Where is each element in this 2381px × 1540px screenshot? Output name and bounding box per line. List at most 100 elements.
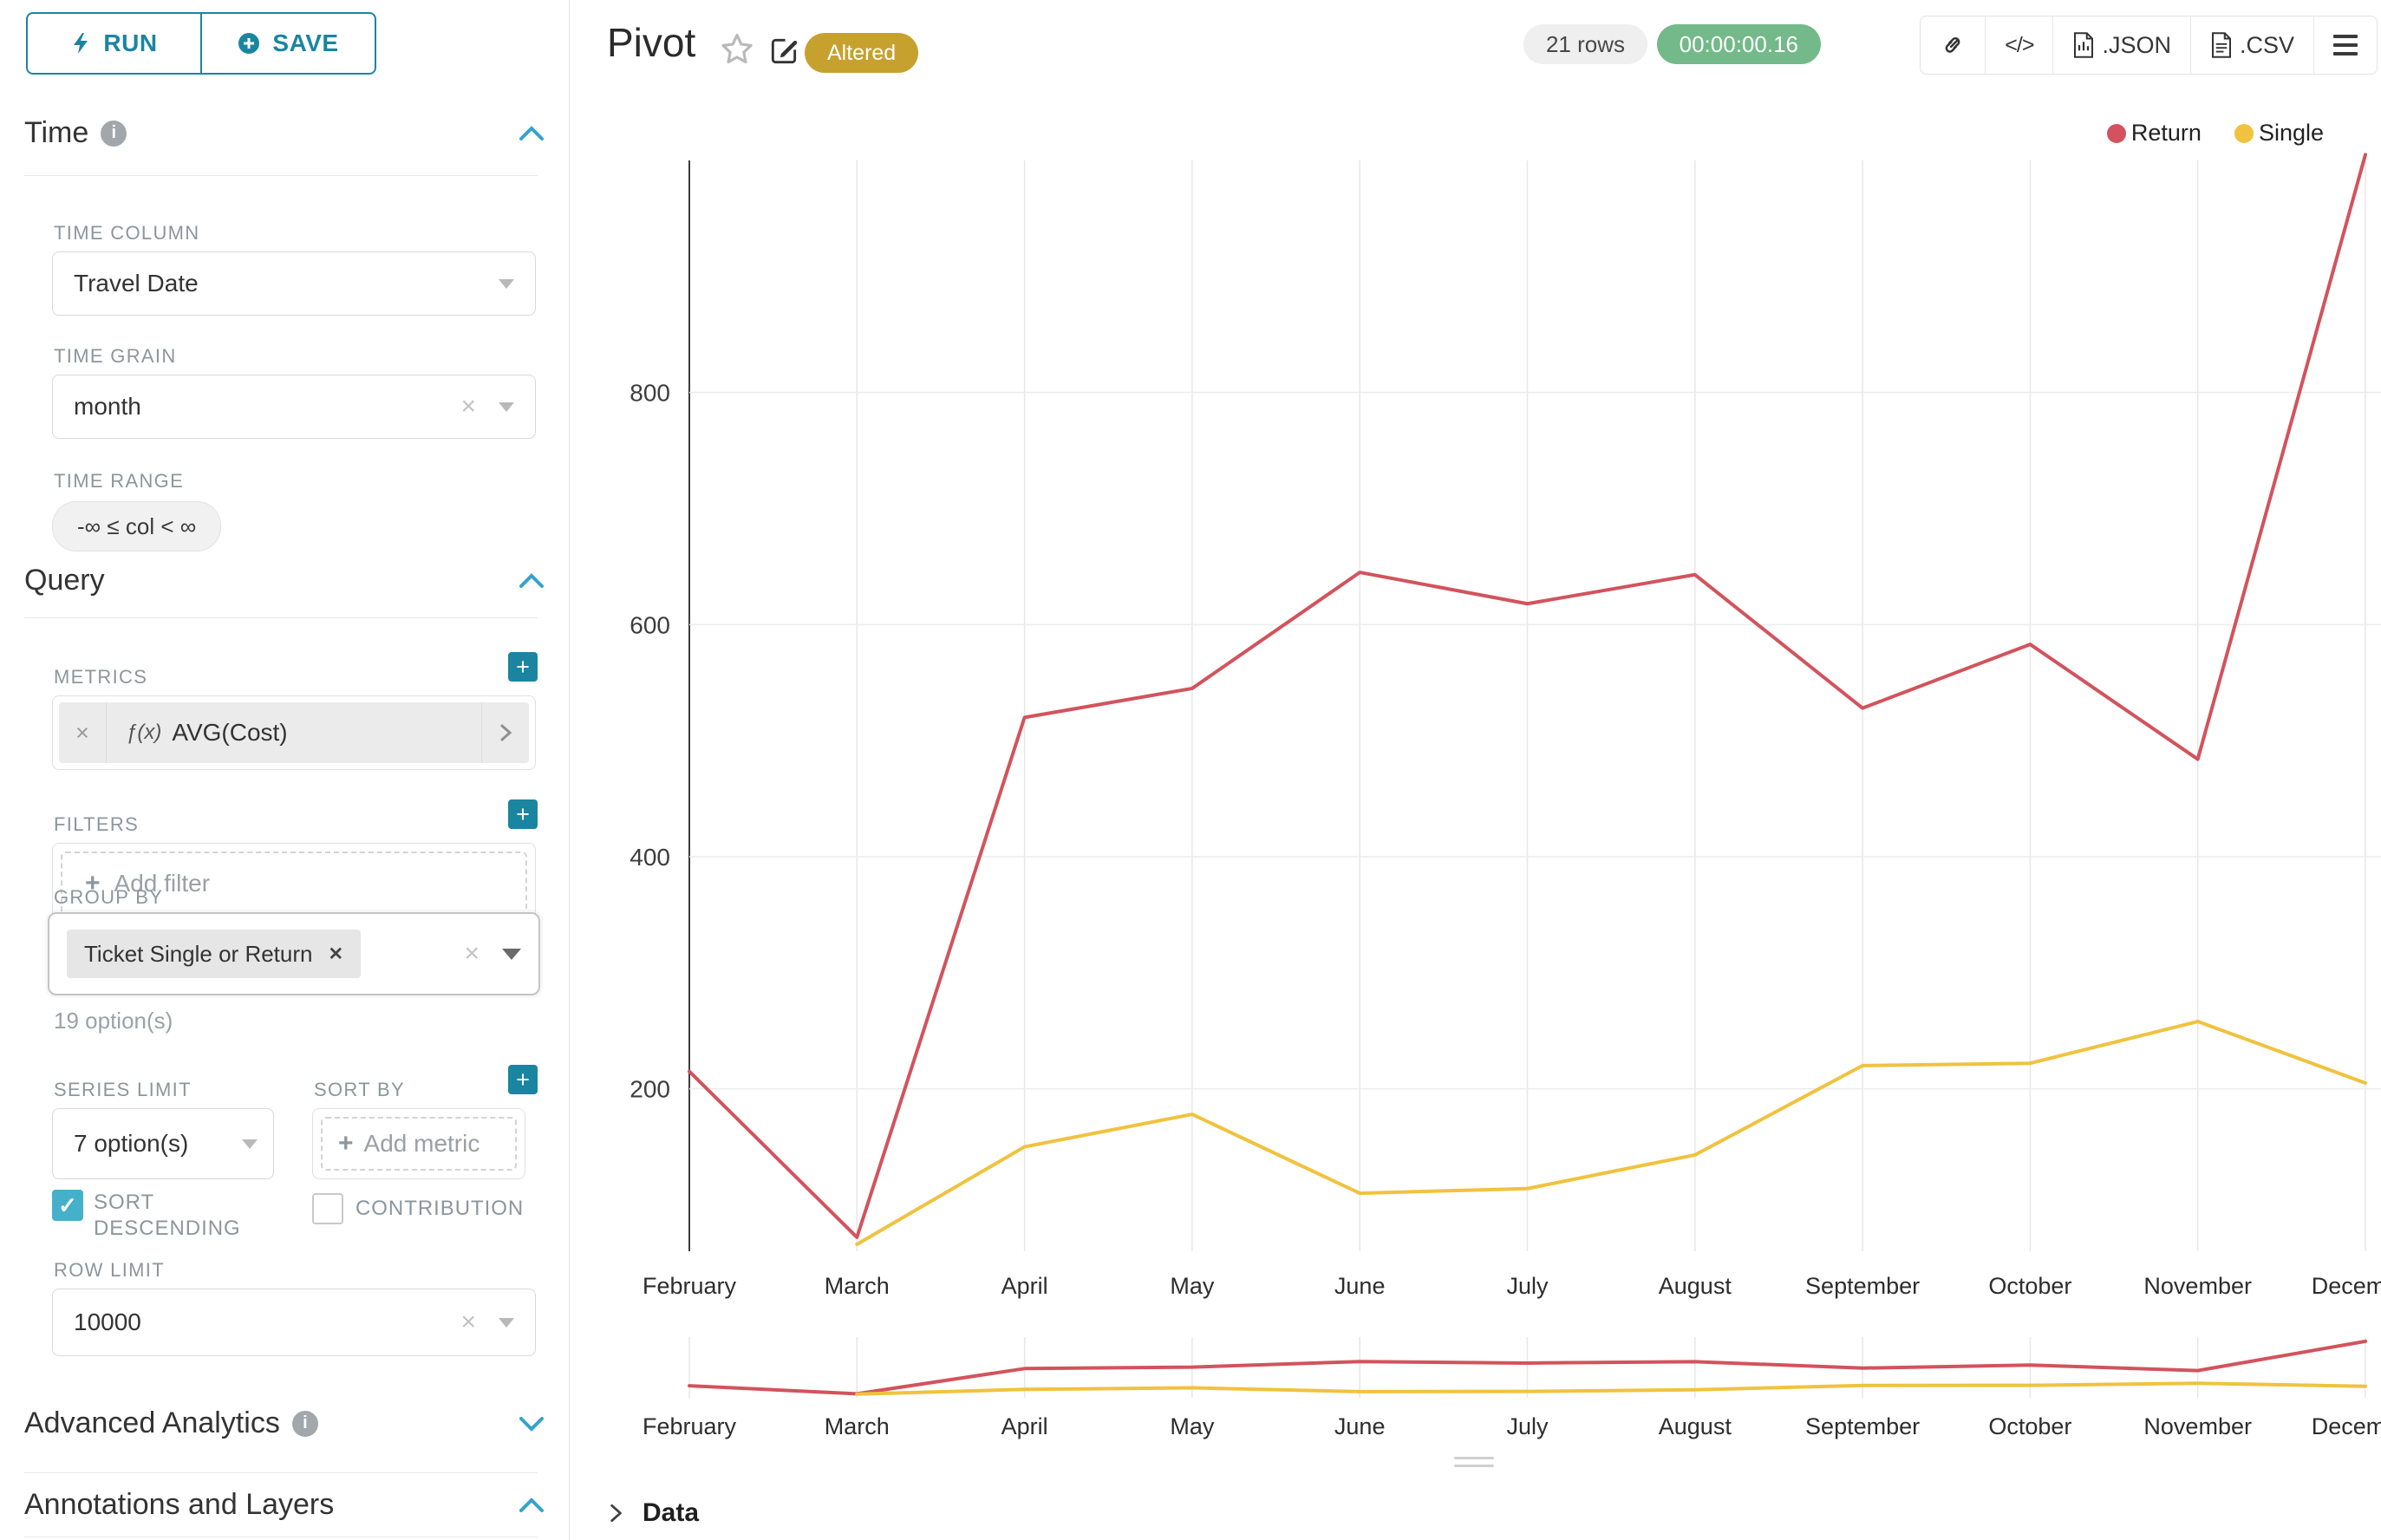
favorite-star-icon[interactable] <box>719 31 755 68</box>
sort-descending-field: ✓ SORT DESCENDING <box>52 1190 250 1242</box>
line-chart[interactable]: 200 400 600 800 February March April May June Jul… <box>570 121 2381 1331</box>
series-limit-select[interactable]: 7 option(s) <box>52 1108 274 1179</box>
add-metric-button[interactable]: + <box>508 652 538 682</box>
row-limit-select[interactable]: 10000 × <box>52 1289 536 1356</box>
metric-pill[interactable]: × ƒ(x) AVG(Cost) <box>59 702 529 763</box>
svg-text:June: June <box>1334 1273 1386 1299</box>
time-column-select[interactable]: Travel Date <box>52 251 536 316</box>
caret-down-icon <box>242 1139 258 1149</box>
row-count-badge: 21 rows <box>1523 24 1647 64</box>
options-hint: 19 option(s) <box>54 1008 173 1034</box>
embed-code-button[interactable]: </> <box>1986 16 2054 74</box>
code-icon: </> <box>2005 32 2034 57</box>
filters-label: FILTERS <box>54 813 140 835</box>
data-panel-title: Data <box>643 1498 700 1527</box>
chevron-down-icon[interactable] <box>519 1415 545 1432</box>
export-toolbar: </> .JSON .CSV <box>1920 16 2378 75</box>
chevron-up-icon[interactable] <box>519 1497 545 1514</box>
caret-down-icon <box>502 948 521 960</box>
copy-link-button[interactable] <box>1921 16 1986 74</box>
svg-text:December: December <box>2312 1413 2381 1439</box>
add-metric-text: Add metric <box>363 1130 480 1157</box>
add-filter-text: Add filter <box>114 870 211 897</box>
link-icon <box>1945 37 1960 53</box>
resize-handle[interactable] <box>1454 1457 1494 1472</box>
add-sort-metric-dropzone[interactable]: + Add metric <box>321 1117 517 1171</box>
svg-text:April: April <box>1001 1273 1048 1299</box>
series-limit-value: 7 option(s) <box>74 1130 189 1157</box>
chart-preview-strip[interactable]: February March April May June July August Septe… <box>570 1328 2381 1458</box>
divider <box>24 1472 538 1473</box>
metrics-container: × ƒ(x) AVG(Cost) <box>52 695 536 770</box>
legend-item-single[interactable]: Single <box>2234 120 2324 147</box>
sort-by-container: + Add metric <box>312 1108 525 1179</box>
export-csv-button[interactable]: .CSV <box>2191 16 2314 74</box>
edit-icon[interactable] <box>767 35 800 68</box>
section-annotations[interactable]: Annotations and Layers <box>24 1488 545 1522</box>
legend-dot-return <box>2106 123 2126 143</box>
info-icon[interactable]: i <box>291 1410 318 1437</box>
menu-button[interactable] <box>2314 16 2377 74</box>
add-sort-metric-button[interactable]: + <box>508 1065 538 1094</box>
function-icon: ƒ(x) <box>126 721 162 744</box>
altered-badge[interactable]: Altered <box>805 33 919 73</box>
series-limit-label: SERIES LIMIT <box>54 1079 192 1100</box>
svg-text:August: August <box>1659 1273 1732 1299</box>
group-by-select[interactable]: Ticket Single or Return ✕ × <box>48 912 540 995</box>
section-query[interactable]: Query <box>24 564 545 597</box>
clear-icon[interactable]: × <box>464 939 479 968</box>
svg-text:February: February <box>643 1413 737 1439</box>
svg-text:September: September <box>1805 1413 1920 1439</box>
chevron-up-icon[interactable] <box>519 125 545 142</box>
row-limit-value: 10000 <box>74 1308 141 1335</box>
section-advanced-analytics[interactable]: Advanced Analytics i <box>24 1406 545 1440</box>
legend-label-single: Single <box>2258 120 2324 146</box>
control-panel: RUN SAVE Time i TIME COLUMN Travel Date … <box>0 0 570 1540</box>
advanced-analytics-title: Advanced Analytics i <box>24 1406 318 1440</box>
run-save-button-group: RUN SAVE <box>26 12 376 75</box>
lightning-icon <box>74 33 88 54</box>
sort-descending-checkbox[interactable]: ✓ <box>52 1190 83 1221</box>
svg-text:August: August <box>1659 1413 1732 1439</box>
data-panel-toggle[interactable]: Data <box>604 1498 699 1528</box>
add-filter-button[interactable]: + <box>508 799 538 829</box>
caret-down-icon <box>499 278 514 289</box>
remove-tag-icon[interactable]: ✕ <box>328 943 344 964</box>
svg-text:September: September <box>1805 1273 1920 1299</box>
check-icon: ✓ <box>58 1191 77 1218</box>
export-json-button[interactable]: .JSON <box>2053 16 2191 74</box>
page-title: Pivot <box>607 20 696 65</box>
annotations-title: Annotations and Layers <box>24 1488 335 1521</box>
time-range-value: -∞ ≤ col < ∞ <box>77 512 197 539</box>
save-button[interactable]: SAVE <box>202 14 375 73</box>
time-grain-select[interactable]: month × <box>52 375 536 439</box>
sort-descending-label: SORT DESCENDING <box>94 1191 241 1240</box>
remove-metric-icon[interactable]: × <box>59 702 107 763</box>
chevron-right-icon <box>610 1504 622 1523</box>
legend-label-return: Return <box>2130 120 2202 146</box>
expand-metric-icon[interactable] <box>481 702 529 763</box>
group-by-tag[interactable]: Ticket Single or Return ✕ <box>67 930 362 978</box>
query-timer-badge: 00:00:00.16 <box>1656 24 1821 64</box>
caret-down-icon <box>499 1317 514 1328</box>
chevron-up-icon[interactable] <box>519 572 545 590</box>
contribution-label: CONTRIBUTION <box>356 1197 525 1220</box>
group-by-label: GROUP BY <box>54 886 164 908</box>
svg-text:October: October <box>1988 1413 2071 1439</box>
time-range-pill[interactable]: -∞ ≤ col < ∞ <box>52 501 222 551</box>
chart-legend: Return Single <box>2106 120 2324 147</box>
section-time-title: Time i <box>24 116 127 150</box>
clear-icon[interactable]: × <box>460 1308 476 1336</box>
svg-text:800: 800 <box>629 380 670 407</box>
time-column-label: TIME COLUMN <box>54 222 200 244</box>
svg-text:October: October <box>1988 1273 2071 1299</box>
time-grain-label: TIME GRAIN <box>54 345 177 367</box>
clear-icon[interactable]: × <box>460 392 476 421</box>
svg-text:400: 400 <box>629 844 670 871</box>
legend-item-return[interactable]: Return <box>2106 120 2202 147</box>
info-icon[interactable]: i <box>101 120 127 147</box>
contribution-checkbox[interactable] <box>312 1193 343 1224</box>
run-button[interactable]: RUN <box>28 14 202 73</box>
sort-by-label: SORT BY <box>314 1079 406 1100</box>
section-time[interactable]: Time i <box>24 116 545 150</box>
